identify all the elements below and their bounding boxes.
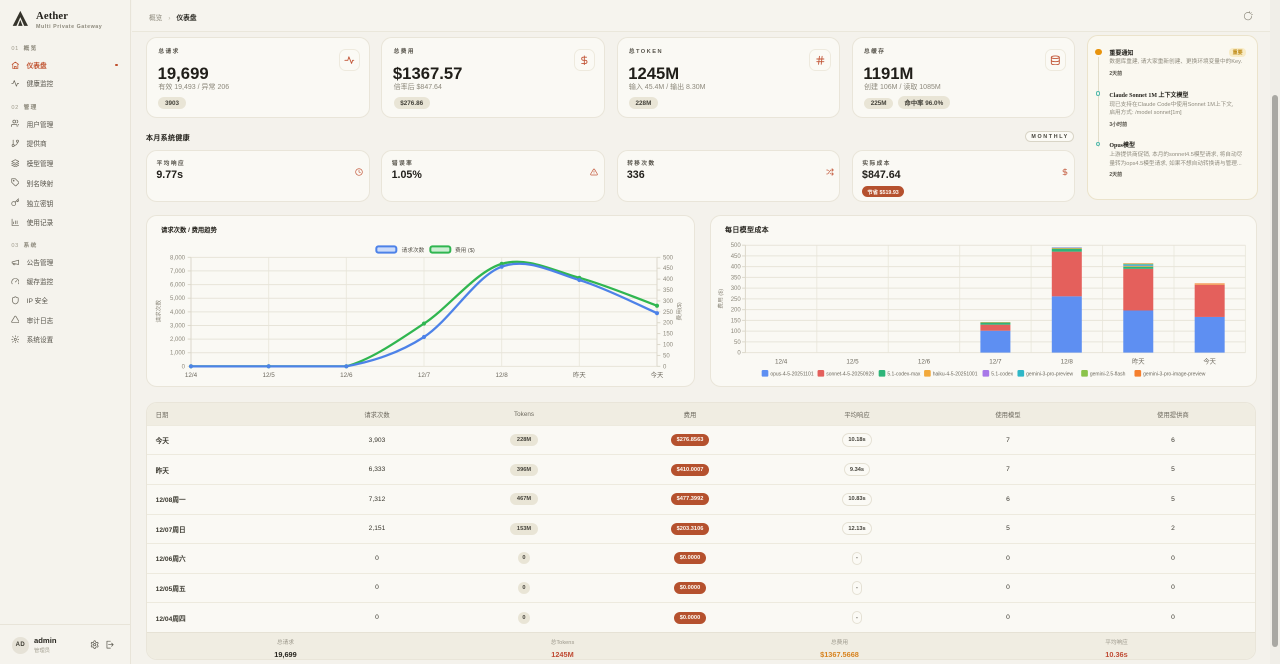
svg-text:5,000: 5,000: [170, 296, 186, 302]
svg-text:今天: 今天: [651, 370, 664, 379]
svg-text:150: 150: [731, 318, 742, 324]
svg-text:gemini-3-pro-preview: gemini-3-pro-preview: [1026, 372, 1073, 378]
svg-text:100: 100: [731, 329, 742, 335]
svg-text:0: 0: [663, 364, 667, 370]
svg-text:300: 300: [731, 286, 742, 292]
svg-text:今天: 今天: [1203, 356, 1216, 365]
svg-text:450: 450: [663, 266, 674, 272]
svg-text:400: 400: [731, 265, 742, 271]
svg-text:昨天: 昨天: [1132, 356, 1145, 365]
svg-text:200: 200: [663, 321, 674, 327]
svg-text:sonnet-4-5-20250929: sonnet-4-5-20250929: [826, 372, 874, 378]
svg-text:350: 350: [663, 288, 674, 294]
svg-text:昨天: 昨天: [573, 370, 586, 379]
svg-text:250: 250: [663, 310, 674, 316]
svg-text:haiku-4-5-20251001: haiku-4-5-20251001: [933, 372, 978, 378]
svg-text:费用($): 费用($): [675, 302, 683, 320]
svg-text:3,000: 3,000: [170, 323, 186, 329]
svg-text:opus-4-5-20251101: opus-4-5-20251101: [770, 372, 813, 378]
svg-text:12/8: 12/8: [1061, 358, 1074, 365]
svg-text:2,000: 2,000: [170, 337, 186, 343]
svg-text:1,000: 1,000: [170, 351, 186, 357]
svg-text:100: 100: [663, 343, 674, 349]
svg-text:12/5: 12/5: [846, 358, 859, 365]
svg-text:350: 350: [731, 275, 742, 281]
svg-text:7,000: 7,000: [170, 269, 186, 275]
svg-text:12/4: 12/4: [185, 372, 198, 379]
svg-text:费用 ($): 费用 ($): [455, 246, 475, 254]
svg-text:费用 ($): 费用 ($): [716, 289, 724, 309]
svg-text:0: 0: [182, 364, 186, 370]
svg-text:12/5: 12/5: [263, 372, 276, 379]
svg-text:4,000: 4,000: [170, 310, 186, 316]
svg-text:12/4: 12/4: [775, 358, 788, 365]
svg-text:12/6: 12/6: [340, 372, 353, 379]
svg-text:50: 50: [734, 340, 741, 346]
svg-text:150: 150: [663, 332, 674, 338]
svg-text:500: 500: [663, 255, 674, 261]
svg-text:250: 250: [731, 297, 742, 303]
svg-text:12/8: 12/8: [496, 372, 509, 379]
svg-text:5.1-codex-max: 5.1-codex-max: [887, 372, 921, 378]
svg-text:200: 200: [731, 308, 742, 314]
svg-text:6,000: 6,000: [170, 283, 186, 289]
svg-text:400: 400: [663, 277, 674, 283]
svg-text:450: 450: [731, 254, 742, 260]
svg-text:500: 500: [731, 243, 742, 249]
svg-text:5.1-codex: 5.1-codex: [991, 372, 1013, 378]
svg-text:gemini-3-pro-image-preview: gemini-3-pro-image-preview: [1143, 372, 1206, 378]
svg-text:12/6: 12/6: [918, 358, 931, 365]
svg-text:8,000: 8,000: [170, 255, 186, 261]
svg-text:50: 50: [663, 353, 670, 359]
svg-text:gemini-2.5-flash: gemini-2.5-flash: [1090, 372, 1126, 378]
svg-text:0: 0: [737, 351, 741, 357]
svg-text:300: 300: [663, 299, 674, 305]
svg-text:请求次数: 请求次数: [154, 300, 162, 323]
svg-text:12/7: 12/7: [989, 358, 1002, 365]
svg-text:请求次数: 请求次数: [402, 246, 425, 254]
svg-text:12/7: 12/7: [418, 372, 431, 379]
